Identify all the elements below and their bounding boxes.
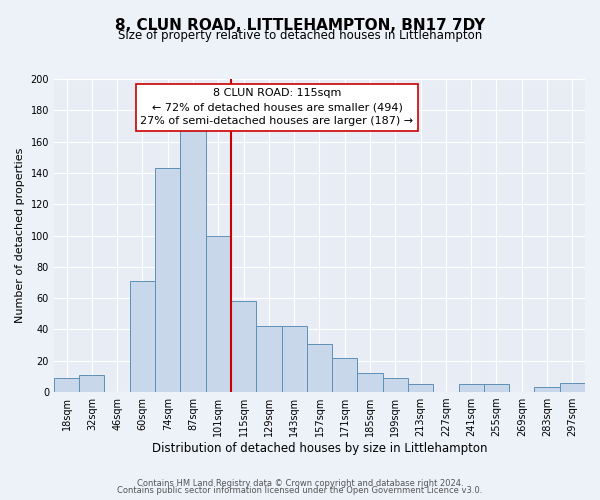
Bar <box>383 378 408 392</box>
Bar <box>79 375 104 392</box>
Bar <box>256 326 281 392</box>
Bar <box>54 378 79 392</box>
Bar <box>181 129 206 392</box>
Bar <box>231 302 256 392</box>
Text: 8 CLUN ROAD: 115sqm
← 72% of detached houses are smaller (494)
27% of semi-detac: 8 CLUN ROAD: 115sqm ← 72% of detached ho… <box>140 88 413 126</box>
Text: Contains HM Land Registry data © Crown copyright and database right 2024.: Contains HM Land Registry data © Crown c… <box>137 478 463 488</box>
Bar <box>458 384 484 392</box>
Bar <box>560 382 585 392</box>
Bar <box>206 236 231 392</box>
Bar <box>307 344 332 392</box>
Y-axis label: Number of detached properties: Number of detached properties <box>15 148 25 323</box>
Bar <box>281 326 307 392</box>
Bar <box>484 384 509 392</box>
Bar <box>535 388 560 392</box>
Bar <box>130 281 155 392</box>
Bar <box>332 358 358 392</box>
Text: 8, CLUN ROAD, LITTLEHAMPTON, BN17 7DY: 8, CLUN ROAD, LITTLEHAMPTON, BN17 7DY <box>115 18 485 32</box>
X-axis label: Distribution of detached houses by size in Littlehampton: Distribution of detached houses by size … <box>152 442 487 455</box>
Bar <box>358 374 383 392</box>
Bar <box>408 384 433 392</box>
Text: Contains public sector information licensed under the Open Government Licence v3: Contains public sector information licen… <box>118 486 482 495</box>
Bar <box>155 168 181 392</box>
Text: Size of property relative to detached houses in Littlehampton: Size of property relative to detached ho… <box>118 29 482 42</box>
